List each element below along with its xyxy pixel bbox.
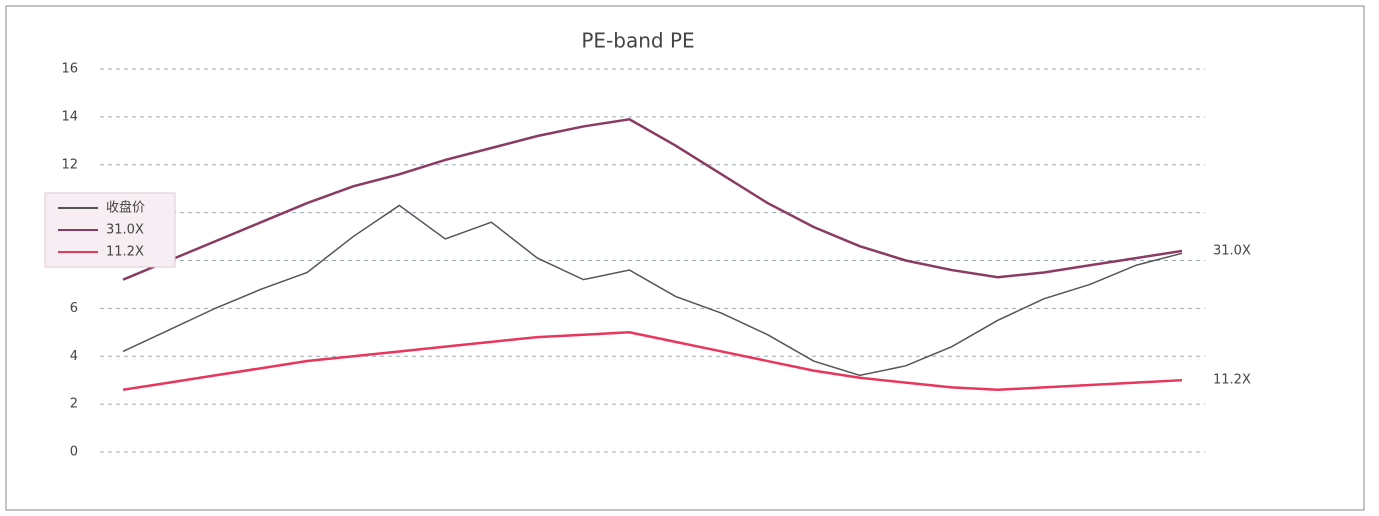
series-end-label: 11.2X bbox=[1213, 373, 1251, 388]
chart-frame bbox=[5, 5, 1365, 511]
y-tick-label: 6 bbox=[70, 301, 78, 316]
series-line bbox=[122, 204, 1183, 377]
y-tick-label: 0 bbox=[70, 445, 78, 460]
y-tick-label: 2 bbox=[70, 397, 78, 412]
legend-label: 31.0X bbox=[106, 223, 144, 238]
legend-label: 收盘价 bbox=[106, 200, 145, 216]
y-tick-label: 4 bbox=[70, 349, 78, 364]
y-tick-label: 12 bbox=[61, 157, 78, 172]
series-line bbox=[122, 331, 1183, 392]
series-line bbox=[122, 117, 1183, 281]
legend-label: 11.2X bbox=[106, 245, 144, 260]
chart-title: PE-band PE bbox=[581, 29, 694, 53]
y-tick-label: 16 bbox=[61, 62, 78, 77]
series-end-label: 31.0X bbox=[1213, 243, 1251, 258]
y-tick-label: 14 bbox=[61, 109, 78, 124]
